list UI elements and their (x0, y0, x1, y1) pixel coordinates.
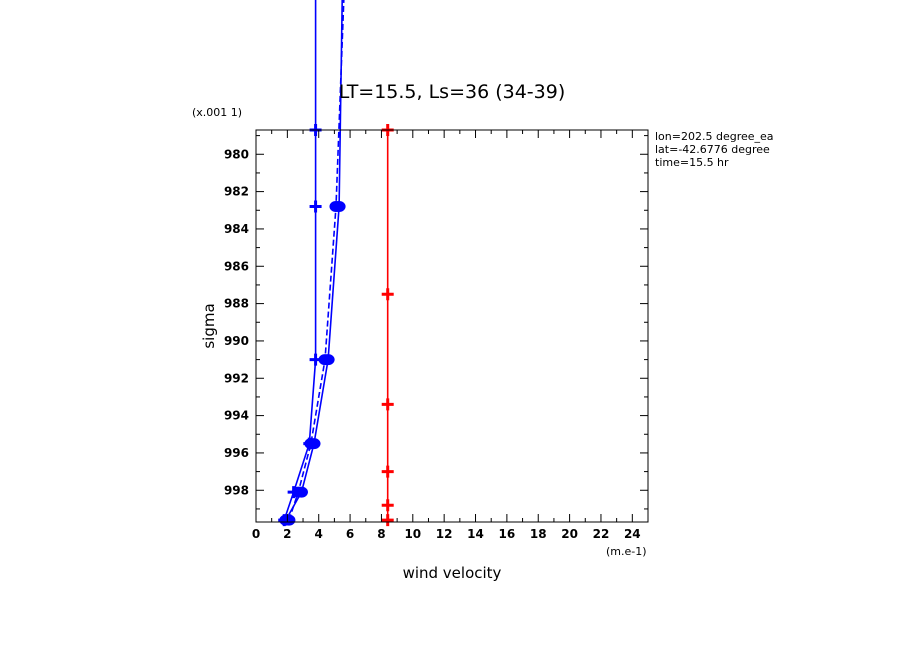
data-point (381, 514, 394, 527)
data-point (294, 486, 308, 498)
y-tick-label: 996 (224, 446, 249, 460)
data-point (332, 201, 346, 213)
x-tick-label: 14 (467, 527, 484, 541)
x-axis-unit: (m.e-1) (606, 545, 647, 558)
y-tick-label: 984 (224, 222, 249, 236)
data-point (381, 288, 394, 301)
x-tick-label: 4 (315, 527, 323, 541)
x-axis-title: wind velocity (403, 564, 502, 582)
x-tick-label: 2 (283, 527, 291, 541)
info-line-time: time=15.5 hr (655, 156, 729, 169)
x-tick-label: 10 (404, 527, 421, 541)
y-tick-label: 982 (224, 185, 249, 199)
data-point (381, 499, 394, 512)
x-tick-label: 24 (624, 527, 641, 541)
y-tick-label: 990 (224, 334, 249, 348)
x-tick-label: 12 (436, 527, 453, 541)
series-3 (279, 0, 346, 526)
series-4 (381, 124, 394, 527)
data-point (309, 200, 322, 213)
y-axis-unit: (x.001 1) (192, 106, 242, 119)
info-line-lat: lat=-42.6776 degree (655, 143, 770, 156)
data-point (279, 514, 293, 526)
data-point (307, 438, 321, 450)
info-line-lon: lon=202.5 degree_ea (655, 130, 774, 143)
y-tick-label: 992 (224, 371, 249, 385)
data-point (381, 398, 394, 411)
x-tick-label: 22 (593, 527, 610, 541)
series-line (288, 0, 345, 521)
x-tick-label: 16 (499, 527, 516, 541)
x-tick-label: 8 (377, 527, 385, 541)
y-tick-label: 998 (224, 483, 249, 497)
x-tick-label: 18 (530, 527, 547, 541)
ticks-layer: 0 2 4 6 8 10 12 14 16 18 20 22 249809829849869889909… (224, 130, 649, 541)
data-point (321, 354, 335, 366)
y-tick-label: 986 (224, 259, 249, 273)
series-layer (278, 0, 394, 527)
y-tick-label: 980 (224, 147, 249, 161)
x-tick-label: 20 (561, 527, 578, 541)
y-axis-title: sigma (200, 303, 218, 348)
plot-frame (255, 129, 649, 523)
x-tick-label: 6 (346, 527, 354, 541)
x-tick-label: 0 (252, 527, 260, 541)
y-tick-label: 994 (224, 409, 249, 423)
data-point (381, 465, 394, 478)
y-tick-label: 988 (224, 297, 249, 311)
chart-title: LT=15.5, Ls=36 (34-39) (339, 81, 566, 103)
